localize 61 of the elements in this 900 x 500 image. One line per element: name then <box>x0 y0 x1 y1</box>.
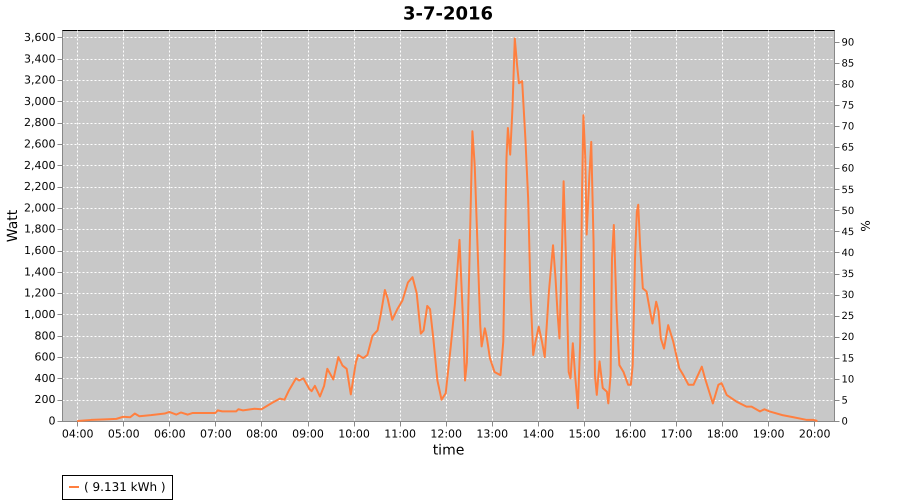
y-axis-title: Watt <box>5 209 22 242</box>
y2-tick-label: 45 <box>842 226 854 238</box>
y2-tick-label: 15 <box>842 353 854 364</box>
x-tick-label: 04:00 <box>62 428 94 440</box>
y-tick-label: 1,800 <box>24 222 56 236</box>
x-tick-label: 13:00 <box>476 428 508 440</box>
y2-tick-label: 80 <box>842 79 854 90</box>
y-tick-label: 1,600 <box>24 244 56 258</box>
y-tick-label: 0 <box>48 414 56 428</box>
x-tick-label: 10:00 <box>338 428 370 440</box>
x-tick-label: 19:00 <box>752 428 784 440</box>
y2-tick-label: 55 <box>842 184 854 196</box>
y-tick-label: 2,400 <box>24 158 56 172</box>
y-tick-label: 1,200 <box>24 286 56 300</box>
x-tick-label: 16:00 <box>614 428 646 440</box>
y-tick-label: 1,400 <box>24 265 56 278</box>
y2-axis-title: % <box>858 220 872 232</box>
y-tick-label: 3,000 <box>24 94 56 108</box>
y-tick-label: 2,000 <box>24 201 56 214</box>
y-tick-label: 2,200 <box>24 180 56 194</box>
legend-label: ( 9.131 kWh ) <box>84 480 166 494</box>
y2-tick-label: 5 <box>842 395 848 406</box>
y2-tick-label: 10 <box>842 374 854 386</box>
y-tick-label: 800 <box>34 329 56 342</box>
x-axis-title: time <box>432 442 464 458</box>
x-tick-label: 11:00 <box>384 428 416 440</box>
x-tick-label: 07:00 <box>200 428 232 440</box>
y2-tick-label: 70 <box>842 122 854 133</box>
x-tick-label: 08:00 <box>246 428 278 440</box>
x-tick-label: 14:00 <box>522 428 554 440</box>
x-tick-label: 06:00 <box>154 428 186 440</box>
y2-tick-label: 30 <box>842 290 854 302</box>
x-tick-label: 05:00 <box>108 428 140 440</box>
line-series <box>76 38 818 422</box>
y2-tick-label: 65 <box>842 142 854 154</box>
y2-tick-label: 35 <box>842 269 854 280</box>
x-tick-label: 12:00 <box>430 428 462 440</box>
y-tick-label: 1,000 <box>24 308 56 321</box>
y2-tick-label: 75 <box>842 100 854 112</box>
y-tick-label: 3,400 <box>24 52 56 66</box>
x-tick-label: 09:00 <box>292 428 324 440</box>
x-tick-label: 20:00 <box>798 428 831 440</box>
y2-tick-label: 90 <box>842 37 854 48</box>
y-tick-label: 3,200 <box>24 74 56 87</box>
y2-tick-label: 85 <box>842 58 854 70</box>
y2-tick-label: 50 <box>842 206 854 217</box>
y-tick-label: 600 <box>34 350 56 364</box>
y-tick-label: 2,600 <box>24 137 56 150</box>
y2-tick-label: 60 <box>842 164 854 175</box>
y2-tick-label: 25 <box>842 311 854 322</box>
chart-title: 3-7-2016 <box>402 3 494 24</box>
y-tick-label: 2,800 <box>24 116 56 130</box>
y2-tick-label: 40 <box>842 248 854 259</box>
y-tick-label: 200 <box>34 393 56 406</box>
y-tick-label: 400 <box>34 372 56 385</box>
y-tick-label: 3,600 <box>24 30 56 44</box>
y2-tick-label: 0 <box>842 416 848 428</box>
x-tick-label: 15:00 <box>568 428 600 440</box>
y2-tick-label: 20 <box>842 332 854 344</box>
x-tick-label: 17:00 <box>660 428 692 440</box>
x-tick-label: 18:00 <box>706 428 738 440</box>
